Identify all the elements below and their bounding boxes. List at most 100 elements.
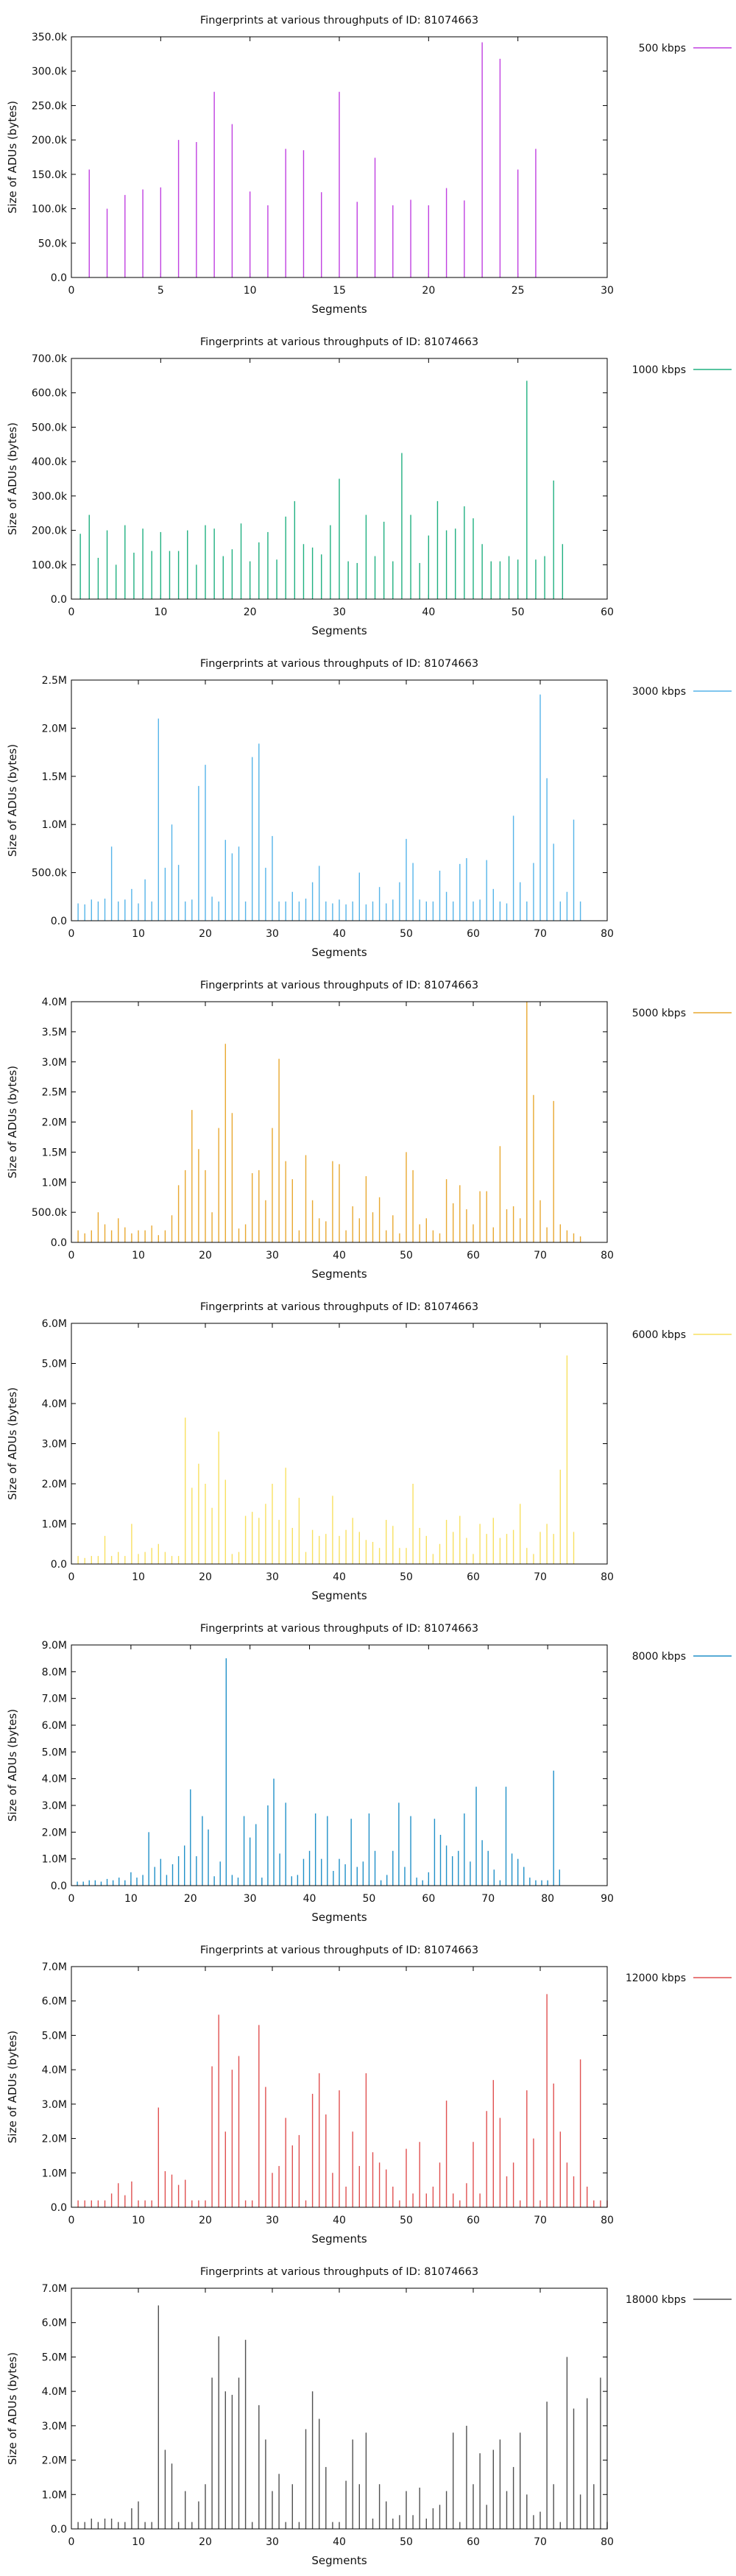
y-axis-label: Size of ADUs (bytes): [6, 744, 19, 857]
x-tick-label: 60: [467, 2536, 480, 2548]
x-tick-label: 80: [541, 1893, 554, 1905]
x-tick-label: 20: [199, 1250, 212, 1262]
y-tick-label: 0.0: [51, 916, 67, 927]
y-tick-label: 500.0k: [32, 422, 68, 434]
y-tick-label: 6.0M: [42, 1720, 67, 1732]
x-tick-label: 80: [601, 2215, 614, 2226]
plot-frame: [71, 1001, 608, 1243]
x-tick-label: 80: [601, 1250, 614, 1262]
plot-frame: [71, 1966, 608, 2208]
y-tick-label: 4.0M: [42, 1774, 67, 1786]
y-tick-label: 100.0k: [32, 204, 68, 216]
x-tick-label: 10: [132, 928, 145, 940]
y-tick-label: 2.0M: [42, 723, 67, 735]
x-tick-label: 0: [68, 1893, 75, 1905]
y-tick-label: 150.0k: [32, 169, 68, 181]
x-tick-label: 40: [333, 2536, 346, 2548]
y-tick-label: 700.0k: [32, 353, 68, 365]
x-tick-label: 0: [68, 1250, 75, 1262]
y-tick-label: 300.0k: [32, 66, 68, 78]
y-tick-label: 9.0M: [42, 1640, 67, 1652]
bar-chart: Fingerprints at various throughputs of I…: [6, 336, 732, 637]
chart-panel: Fingerprints at various throughputs of I…: [0, 322, 736, 643]
legend-label: 500 kbps: [639, 43, 686, 54]
y-tick-label: 1.5M: [42, 771, 67, 783]
y-tick-label: 7.0M: [42, 1961, 67, 1973]
y-tick-label: 5.0M: [42, 1359, 67, 1370]
y-axis-label: Size of ADUs (bytes): [6, 101, 19, 213]
y-tick-label: 3.0M: [42, 2099, 67, 2111]
chart-panel: Fingerprints at various throughputs of I…: [0, 1608, 736, 1930]
y-tick-label: 3.0M: [42, 1439, 67, 1451]
x-axis-label: Segments: [311, 2232, 367, 2246]
x-tick-label: 50: [400, 928, 413, 940]
x-tick-label: 60: [601, 606, 614, 618]
bar-chart: Fingerprints at various throughputs of I…: [6, 1623, 732, 1924]
x-tick-label: 70: [534, 928, 547, 940]
plot-frame: [71, 1644, 608, 1886]
y-axis-label: Size of ADUs (bytes): [6, 1387, 19, 1500]
y-tick-label: 4.0M: [42, 997, 67, 1008]
x-tick-label: 10: [132, 1571, 145, 1583]
x-tick-label: 50: [512, 606, 525, 618]
y-tick-label: 0.0: [51, 272, 67, 284]
series-group: [79, 381, 564, 599]
y-tick-label: 2.0M: [42, 2134, 67, 2145]
chart-panel: Fingerprints at various throughputs of I…: [0, 1930, 736, 2251]
y-tick-label: 5.0M: [42, 2030, 67, 2042]
x-tick-label: 30: [266, 1571, 279, 1583]
y-tick-label: 300.0k: [32, 491, 68, 503]
x-tick-label: 0: [68, 2536, 75, 2548]
x-axis-label: Segments: [311, 302, 367, 316]
chart-title: Fingerprints at various throughputs of I…: [200, 2266, 478, 2278]
plot-frame: [71, 36, 608, 278]
y-tick-label: 3.0M: [42, 1800, 67, 1812]
x-tick-label: 0: [68, 2215, 75, 2226]
y-tick-label: 3.0M: [42, 2421, 67, 2432]
y-tick-label: 1.0M: [42, 1854, 67, 1866]
y-tick-label: 6.0M: [42, 1996, 67, 2008]
x-tick-label: 25: [512, 285, 525, 297]
x-tick-label: 5: [158, 285, 164, 297]
series-group: [77, 1994, 608, 2207]
x-tick-label: 40: [333, 928, 346, 940]
x-tick-label: 30: [333, 606, 346, 618]
x-tick-label: 0: [68, 1571, 75, 1583]
bar-chart: Fingerprints at various throughputs of I…: [6, 15, 732, 316]
plot-frame: [71, 679, 608, 921]
x-tick-label: 60: [467, 928, 480, 940]
series-group: [77, 2305, 608, 2529]
x-tick-label: 30: [266, 2536, 279, 2548]
y-tick-label: 7.0M: [42, 2283, 67, 2295]
bar-chart: Fingerprints at various throughputs of I…: [6, 1945, 732, 2246]
x-tick-label: 20: [199, 2215, 212, 2226]
legend-label: 12000 kbps: [626, 1972, 686, 1984]
bar-chart: Fingerprints at various throughputs of I…: [6, 1301, 732, 1602]
y-tick-label: 7.0M: [42, 1694, 67, 1705]
y-axis-label: Size of ADUs (bytes): [6, 1066, 19, 1178]
y-tick-label: 4.0M: [42, 1398, 67, 1410]
chart-panel: Fingerprints at various throughputs of I…: [0, 0, 736, 322]
y-tick-label: 3.0M: [42, 1057, 67, 1069]
x-tick-label: 60: [422, 1893, 435, 1905]
y-tick-label: 2.5M: [42, 675, 67, 687]
x-tick-label: 40: [333, 2215, 346, 2226]
y-axis-label: Size of ADUs (bytes): [6, 2352, 19, 2465]
y-tick-label: 350.0k: [32, 32, 68, 43]
x-tick-label: 30: [266, 1250, 279, 1262]
legend-label: 8000 kbps: [632, 1651, 686, 1663]
y-axis-label: Size of ADUs (bytes): [6, 422, 19, 535]
plot-frame: [71, 358, 608, 600]
chart-panel: Fingerprints at various throughputs of I…: [0, 965, 736, 1287]
chart-title: Fingerprints at various throughputs of I…: [200, 336, 478, 348]
x-tick-label: 40: [333, 1250, 346, 1262]
x-tick-label: 0: [68, 928, 75, 940]
chart-panel: Fingerprints at various throughputs of I…: [0, 1287, 736, 1608]
y-tick-label: 5.0M: [42, 2352, 67, 2363]
x-axis-label: Segments: [311, 1267, 367, 1281]
y-tick-label: 2.5M: [42, 1087, 67, 1099]
y-tick-label: 0.0: [51, 594, 67, 606]
chart-title: Fingerprints at various throughputs of I…: [200, 658, 478, 670]
chart-title: Fingerprints at various throughputs of I…: [200, 1945, 478, 1956]
legend-label: 3000 kbps: [632, 686, 686, 698]
